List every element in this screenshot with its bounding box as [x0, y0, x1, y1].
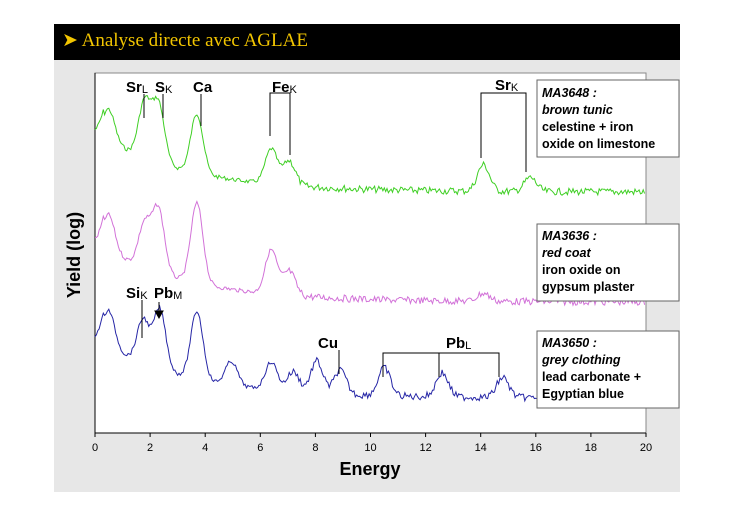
series-line-ma3648 — [94, 95, 646, 197]
sample-desc: grey clothing — [541, 353, 621, 367]
title-bar — [54, 24, 680, 60]
x-axis-title: Energy — [339, 459, 400, 479]
sample-desc: red coat — [542, 246, 591, 260]
x-tick-label: 6 — [257, 442, 263, 454]
x-tick-label: 16 — [530, 442, 542, 454]
peak-label-sr-l: SrL — [126, 79, 148, 96]
peak-label-pb-l: PbL — [446, 335, 471, 352]
peak-label-pb-m: PbM — [154, 285, 182, 302]
x-tick-label: 10 — [364, 442, 376, 454]
peak-label-sr-k: SrK — [495, 77, 519, 94]
sample-code: MA3650 : — [542, 336, 597, 350]
sample-box-frame — [536, 223, 680, 302]
sample-desc: brown tunic — [542, 103, 613, 117]
peak-markers — [141, 92, 527, 377]
sample-code: MA3648 : — [542, 86, 597, 100]
sample-box-ma3648: MA3648 : brown tunic celestine + iron ox… — [536, 79, 680, 158]
sample-line1: lead carbonate + — [542, 370, 641, 384]
marker-fe-k — [269, 92, 291, 155]
x-tick-label: 4 — [202, 442, 208, 454]
x-tick-label: 8 — [312, 442, 318, 454]
peak-label-s-k: SK — [155, 79, 173, 96]
sample-box-frame — [536, 79, 680, 158]
slide-title-text: Analyse directe avec AGLAE — [81, 30, 308, 51]
sample-line2: gypsum plaster — [542, 280, 635, 294]
sample-box-frame — [536, 330, 680, 409]
arrow-bullet-icon: ➤ — [62, 30, 78, 51]
slide-title: ➤ Analyse directe avec AGLAE — [62, 29, 308, 52]
peak-label-si-k: SiK — [126, 285, 148, 302]
sample-line1: iron oxide on — [542, 263, 620, 277]
x-tick-label: 12 — [419, 442, 431, 454]
sample-line1: celestine + iron — [542, 120, 633, 134]
arrow-down-icon — [154, 310, 164, 320]
sample-line2: oxide on limestone — [542, 137, 655, 151]
x-tick-label: 0 — [92, 442, 98, 454]
peak-label-fe-k: FeK — [272, 79, 298, 96]
x-tick-label: 20 — [640, 442, 652, 454]
marker-pb-l — [382, 352, 500, 377]
peak-label-cu: Cu — [318, 335, 338, 352]
sample-code: MA3636 : — [542, 229, 597, 243]
y-axis-title: Yield (log) — [64, 212, 84, 298]
sample-line2: Egyptian blue — [542, 387, 624, 401]
x-tick-label: 14 — [475, 442, 487, 454]
x-tick-label: 2 — [147, 442, 153, 454]
x-ticks: 0 2 4 6 8 10 12 14 16 18 20 — [92, 433, 652, 454]
sample-box-ma3650: MA3650 : grey clothing lead carbonate + … — [536, 330, 680, 409]
sample-box-ma3636: MA3636 : red coat iron oxide on gypsum p… — [536, 223, 680, 302]
peak-label-ca: Ca — [193, 79, 213, 96]
x-tick-label: 18 — [585, 442, 597, 454]
marker-sr-k — [480, 92, 527, 172]
